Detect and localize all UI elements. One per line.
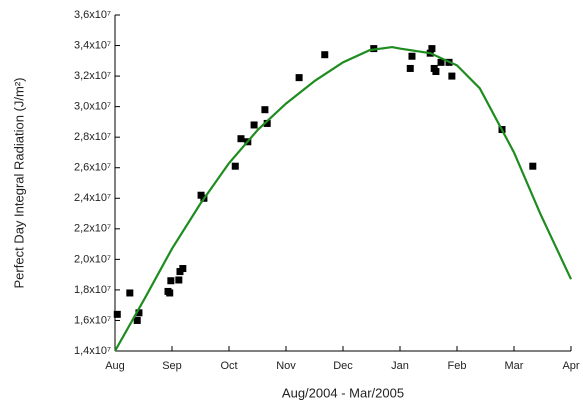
y-tick-label: 1,8x10⁷: [74, 284, 111, 296]
point: [179, 265, 187, 273]
y-tick-label: 2,2x10⁷: [74, 223, 111, 235]
point: [406, 64, 414, 72]
point: [408, 52, 416, 60]
point: [432, 68, 440, 76]
point: [113, 310, 121, 318]
point: [263, 119, 271, 127]
y-tick-label: 2,0x10⁷: [74, 253, 111, 265]
point: [237, 135, 245, 143]
y-tick-label: 3,4x10⁷: [74, 39, 111, 51]
x-tick-label: Mar: [505, 360, 524, 372]
y-tick-label: 2,4x10⁷: [74, 192, 111, 204]
x-tick-label: Jan: [391, 360, 409, 372]
point: [175, 276, 183, 284]
y-axis-title: Perfect Day Integral Radiation (J/m²): [11, 78, 26, 289]
point: [448, 72, 456, 80]
x-tick-label: Aug: [105, 360, 125, 372]
point: [231, 162, 239, 170]
y-tick-label: 1,6x10⁷: [74, 314, 111, 326]
point: [133, 316, 141, 324]
point: [428, 45, 436, 53]
point: [437, 58, 445, 66]
y-tick-label: 3,2x10⁷: [74, 70, 111, 82]
point: [261, 106, 269, 114]
point: [166, 289, 174, 297]
x-tick-label: Nov: [276, 360, 296, 372]
curve: [114, 45, 572, 352]
point: [529, 162, 537, 170]
y-tick-label: 2,8x10⁷: [74, 131, 111, 143]
y-tick-label: 3,6x10⁷: [74, 9, 111, 21]
point: [295, 74, 303, 82]
point: [126, 289, 134, 297]
x-tick-label: Oct: [220, 360, 237, 372]
y-tick-label: 3,0x10⁷: [74, 101, 111, 113]
y-tick-label: 1,4x10⁷: [74, 345, 111, 357]
x-axis-title: Aug/2004 - Mar/2005: [282, 385, 404, 400]
point: [167, 277, 175, 285]
point: [321, 51, 329, 59]
x-tick-label: Feb: [448, 360, 467, 372]
x-tick-label: Dec: [333, 360, 353, 372]
x-tick-label: Apr: [562, 360, 579, 372]
x-tick-label: Sep: [162, 360, 182, 372]
point: [250, 121, 258, 129]
point: [135, 309, 143, 317]
y-tick-label: 2,6x10⁷: [74, 162, 111, 174]
